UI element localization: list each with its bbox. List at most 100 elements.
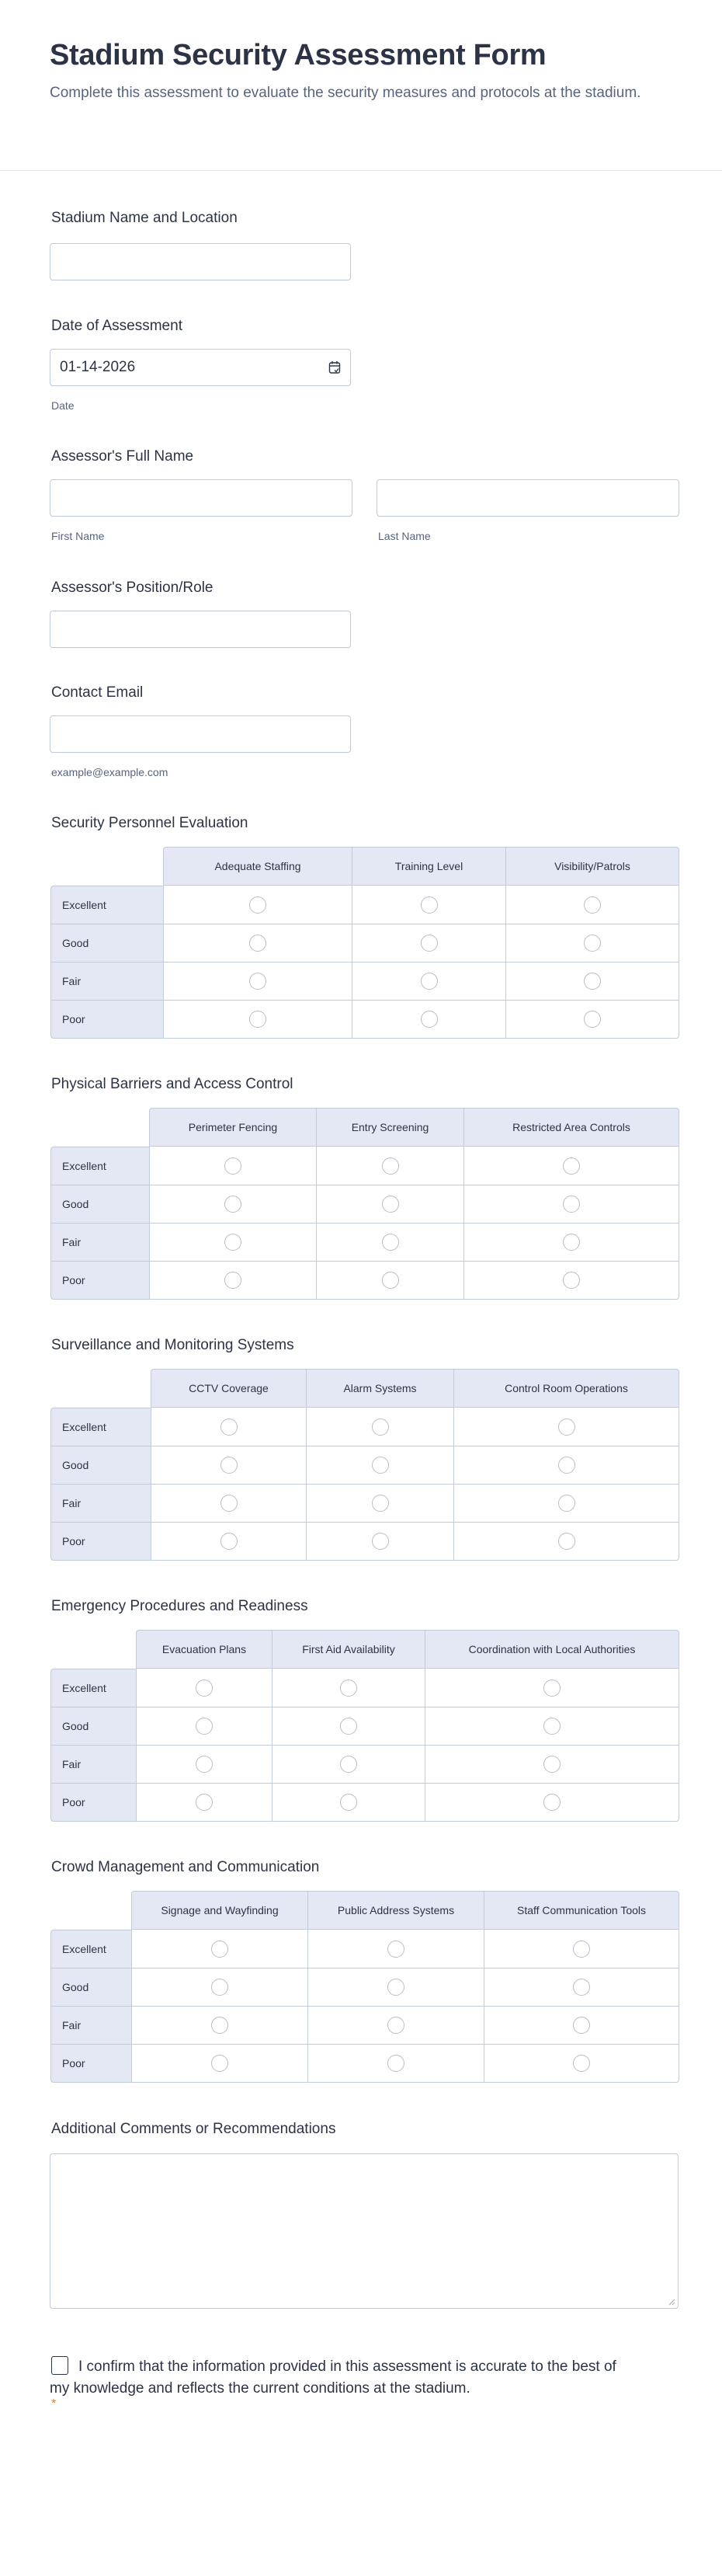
rating-radio[interactable]: [220, 1457, 238, 1474]
rating-radio[interactable]: [584, 935, 601, 952]
comments-textarea[interactable]: [50, 2153, 679, 2309]
matrix-cell: [308, 2045, 484, 2083]
matrix-column-header: Evacuation Plans: [136, 1630, 272, 1669]
rating-radio[interactable]: [211, 2017, 228, 2034]
rating-radio[interactable]: [543, 1679, 561, 1697]
matrix-row: Excellent: [50, 1930, 679, 1969]
rating-radio[interactable]: [420, 896, 438, 914]
confirmation-checkbox[interactable]: [51, 2356, 68, 2375]
matrix-corner: [50, 1369, 151, 1408]
rating-radio[interactable]: [387, 1940, 404, 1958]
matrix-cell: [151, 1446, 307, 1485]
rating-radio[interactable]: [420, 1011, 438, 1028]
rating-radio[interactable]: [371, 1533, 389, 1550]
rating-radio[interactable]: [563, 1196, 580, 1213]
matrix-row: Good: [50, 924, 679, 963]
matrix-column-header: CCTV Coverage: [151, 1369, 307, 1408]
last-name-sublabel: Last Name: [378, 530, 431, 542]
rating-radio[interactable]: [381, 1234, 399, 1251]
rating-radio[interactable]: [557, 1495, 575, 1512]
rating-radio[interactable]: [387, 1979, 404, 1996]
rating-radio[interactable]: [573, 2017, 590, 2034]
rating-radio[interactable]: [224, 1272, 241, 1289]
matrix-cell: [425, 1746, 679, 1784]
rating-radio[interactable]: [220, 1418, 238, 1436]
rating-radio[interactable]: [249, 1011, 266, 1028]
date-label: Date of Assessment: [51, 318, 182, 334]
rating-radio[interactable]: [381, 1157, 399, 1175]
matrix-header-row: CCTV Coverage Alarm Systems Control Room O…: [50, 1369, 679, 1408]
matrix-cell: [163, 924, 352, 963]
first-name-input[interactable]: [50, 479, 352, 517]
rating-radio[interactable]: [543, 1756, 561, 1773]
matrix-cell: [136, 1669, 272, 1707]
email-sublabel: example@example.com: [51, 766, 168, 778]
matrix-cell: [131, 1930, 308, 1969]
rating-radio[interactable]: [557, 1418, 575, 1436]
rating-radio[interactable]: [557, 1533, 575, 1550]
rating-radio[interactable]: [563, 1272, 580, 1289]
resize-handle-icon[interactable]: [668, 2298, 675, 2306]
rating-radio[interactable]: [584, 973, 601, 990]
rating-radio[interactable]: [543, 1718, 561, 1735]
rating-radio[interactable]: [563, 1157, 580, 1175]
matrix-row: Excellent: [50, 1669, 679, 1707]
rating-radio[interactable]: [224, 1157, 241, 1175]
rating-radio[interactable]: [543, 1794, 561, 1811]
rating-radio[interactable]: [387, 2055, 404, 2072]
rating-radio[interactable]: [371, 1495, 389, 1512]
rating-radio[interactable]: [196, 1794, 213, 1811]
rating-radio[interactable]: [563, 1234, 580, 1251]
matrix-cell: [272, 1669, 425, 1707]
rating-radio[interactable]: [371, 1457, 389, 1474]
rating-radio[interactable]: [557, 1457, 575, 1474]
rating-radio[interactable]: [224, 1234, 241, 1251]
rating-radio[interactable]: [249, 973, 266, 990]
rating-radio[interactable]: [420, 935, 438, 952]
rating-radio[interactable]: [340, 1794, 357, 1811]
rating-radio[interactable]: [387, 2017, 404, 2034]
required-asterisk: *: [51, 2397, 57, 2411]
rating-radio[interactable]: [573, 1979, 590, 1996]
matrix-row-label: Poor: [50, 1784, 136, 1822]
rating-radio[interactable]: [220, 1495, 238, 1512]
matrix-cell: [454, 1485, 679, 1523]
rating-radio[interactable]: [211, 1940, 228, 1958]
rating-radio[interactable]: [196, 1718, 213, 1735]
rating-radio[interactable]: [381, 1272, 399, 1289]
last-name-input[interactable]: [377, 479, 679, 517]
rating-radio[interactable]: [249, 896, 266, 914]
rating-radio[interactable]: [573, 1940, 590, 1958]
matrix-row-label: Good: [50, 1969, 131, 2007]
rating-radio[interactable]: [196, 1679, 213, 1697]
rating-radio[interactable]: [196, 1756, 213, 1773]
matrix-cell: [151, 1485, 307, 1523]
matrix-title: Security Personnel Evaluation: [51, 815, 248, 831]
stadium-input[interactable]: [50, 243, 351, 280]
rating-radio[interactable]: [224, 1196, 241, 1213]
matrix-column-header: Adequate Staffing: [163, 847, 352, 886]
email-input[interactable]: [50, 715, 351, 753]
matrix-cell: [317, 1185, 464, 1224]
matrix-row: Fair: [50, 1224, 679, 1262]
matrix-row-label: Poor: [50, 1523, 151, 1561]
matrix-cell: [131, 2045, 308, 2083]
date-input[interactable]: 01-14-2026: [50, 349, 351, 386]
rating-radio[interactable]: [381, 1196, 399, 1213]
rating-radio[interactable]: [220, 1533, 238, 1550]
rating-radio[interactable]: [584, 1011, 601, 1028]
rating-radio[interactable]: [211, 2055, 228, 2072]
rating-radio[interactable]: [584, 896, 601, 914]
rating-radio[interactable]: [371, 1418, 389, 1436]
rating-radio[interactable]: [420, 973, 438, 990]
rating-radio[interactable]: [573, 2055, 590, 2072]
position-input[interactable]: [50, 611, 351, 648]
rating-radio[interactable]: [340, 1756, 357, 1773]
matrix-row: Excellent: [50, 1147, 679, 1185]
calendar-icon[interactable]: [328, 360, 341, 374]
rating-radio[interactable]: [340, 1718, 357, 1735]
rating-radio[interactable]: [340, 1679, 357, 1697]
rating-radio[interactable]: [211, 1979, 228, 1996]
rating-radio[interactable]: [249, 935, 266, 952]
matrix-cell: [272, 1784, 425, 1822]
